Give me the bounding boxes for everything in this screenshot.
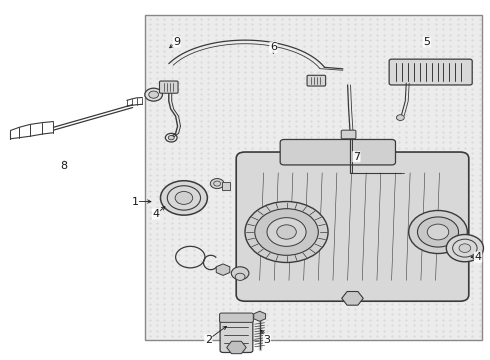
Text: 4: 4 [152,209,160,219]
Bar [221,182,230,190]
Text: 7: 7 [353,152,360,162]
FancyBboxPatch shape [341,130,356,139]
Circle shape [409,211,467,253]
Circle shape [160,181,207,215]
Circle shape [427,224,449,240]
FancyBboxPatch shape [220,316,253,352]
Circle shape [245,202,328,262]
Circle shape [168,135,174,140]
Circle shape [267,218,306,246]
FancyBboxPatch shape [280,139,395,165]
Circle shape [149,91,159,98]
Circle shape [396,115,404,121]
Text: 8: 8 [61,161,68,171]
Circle shape [231,267,249,280]
Text: 2: 2 [205,334,212,345]
Circle shape [417,217,459,247]
Text: 4: 4 [474,252,482,262]
Text: 6: 6 [270,42,277,52]
Circle shape [255,209,318,255]
Text: 3: 3 [264,334,270,345]
Text: 5: 5 [423,37,430,47]
Text: 9: 9 [173,37,180,47]
Circle shape [145,88,162,101]
FancyBboxPatch shape [389,59,472,85]
Circle shape [235,273,245,280]
FancyBboxPatch shape [220,313,253,322]
Circle shape [210,179,224,189]
Circle shape [175,192,193,204]
FancyBboxPatch shape [159,81,178,93]
Circle shape [277,225,296,239]
Text: 1: 1 [131,197,139,207]
Circle shape [446,234,484,262]
FancyBboxPatch shape [307,75,326,86]
Bar [145,15,482,339]
FancyBboxPatch shape [236,152,469,301]
Circle shape [459,244,471,252]
